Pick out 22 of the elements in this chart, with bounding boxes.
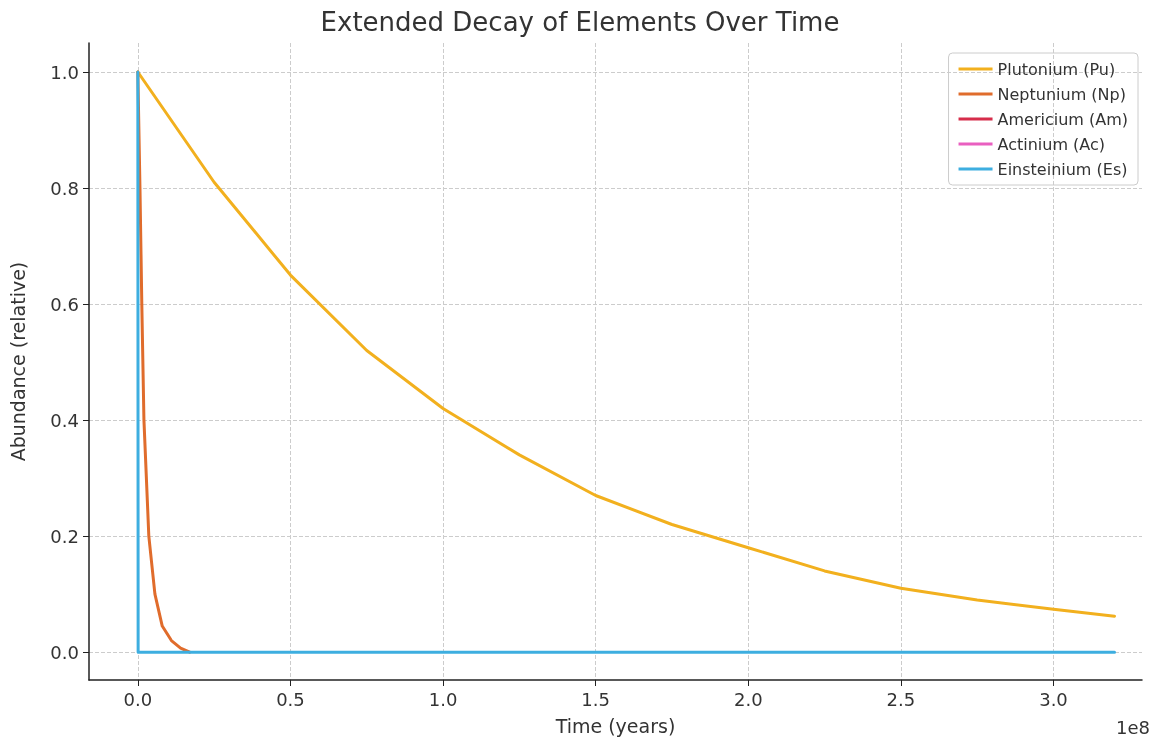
y-axis-title: Abundance (relative)	[6, 261, 29, 462]
x-tick-label: 0.0	[123, 688, 153, 710]
x-axis-title: Time (years)	[554, 714, 676, 737]
text: 1e8	[1116, 716, 1151, 738]
y-tick-label: 1.0	[50, 61, 79, 83]
legend-label: Americium (Am)	[997, 109, 1128, 129]
y-tick-label: 0.8	[50, 177, 79, 199]
x-tick-label: 1.0	[428, 688, 458, 710]
legend-label: Neptunium (Np)	[997, 84, 1126, 104]
x-tick-label: 3.0	[1039, 688, 1068, 710]
y-tick-label: 0.2	[50, 525, 79, 547]
chart-title: Extended Decay of Elements Over Time	[320, 7, 840, 37]
x-tick-label: 2.0	[733, 688, 763, 710]
x-tick-label: 0.5	[276, 688, 305, 710]
legend-label: Einsteinium (Es)	[997, 159, 1128, 179]
y-tick-label: 0.0	[50, 641, 79, 663]
y-tick-label: 0.6	[50, 293, 79, 315]
legend-label: Actinium (Ac)	[997, 134, 1106, 154]
legend-label: Plutonium (Pu)	[997, 59, 1116, 79]
x-tick-label: 1.5	[581, 688, 610, 710]
y-tick-label: 0.4	[50, 409, 79, 431]
x-tick-label: 2.5	[886, 688, 916, 710]
